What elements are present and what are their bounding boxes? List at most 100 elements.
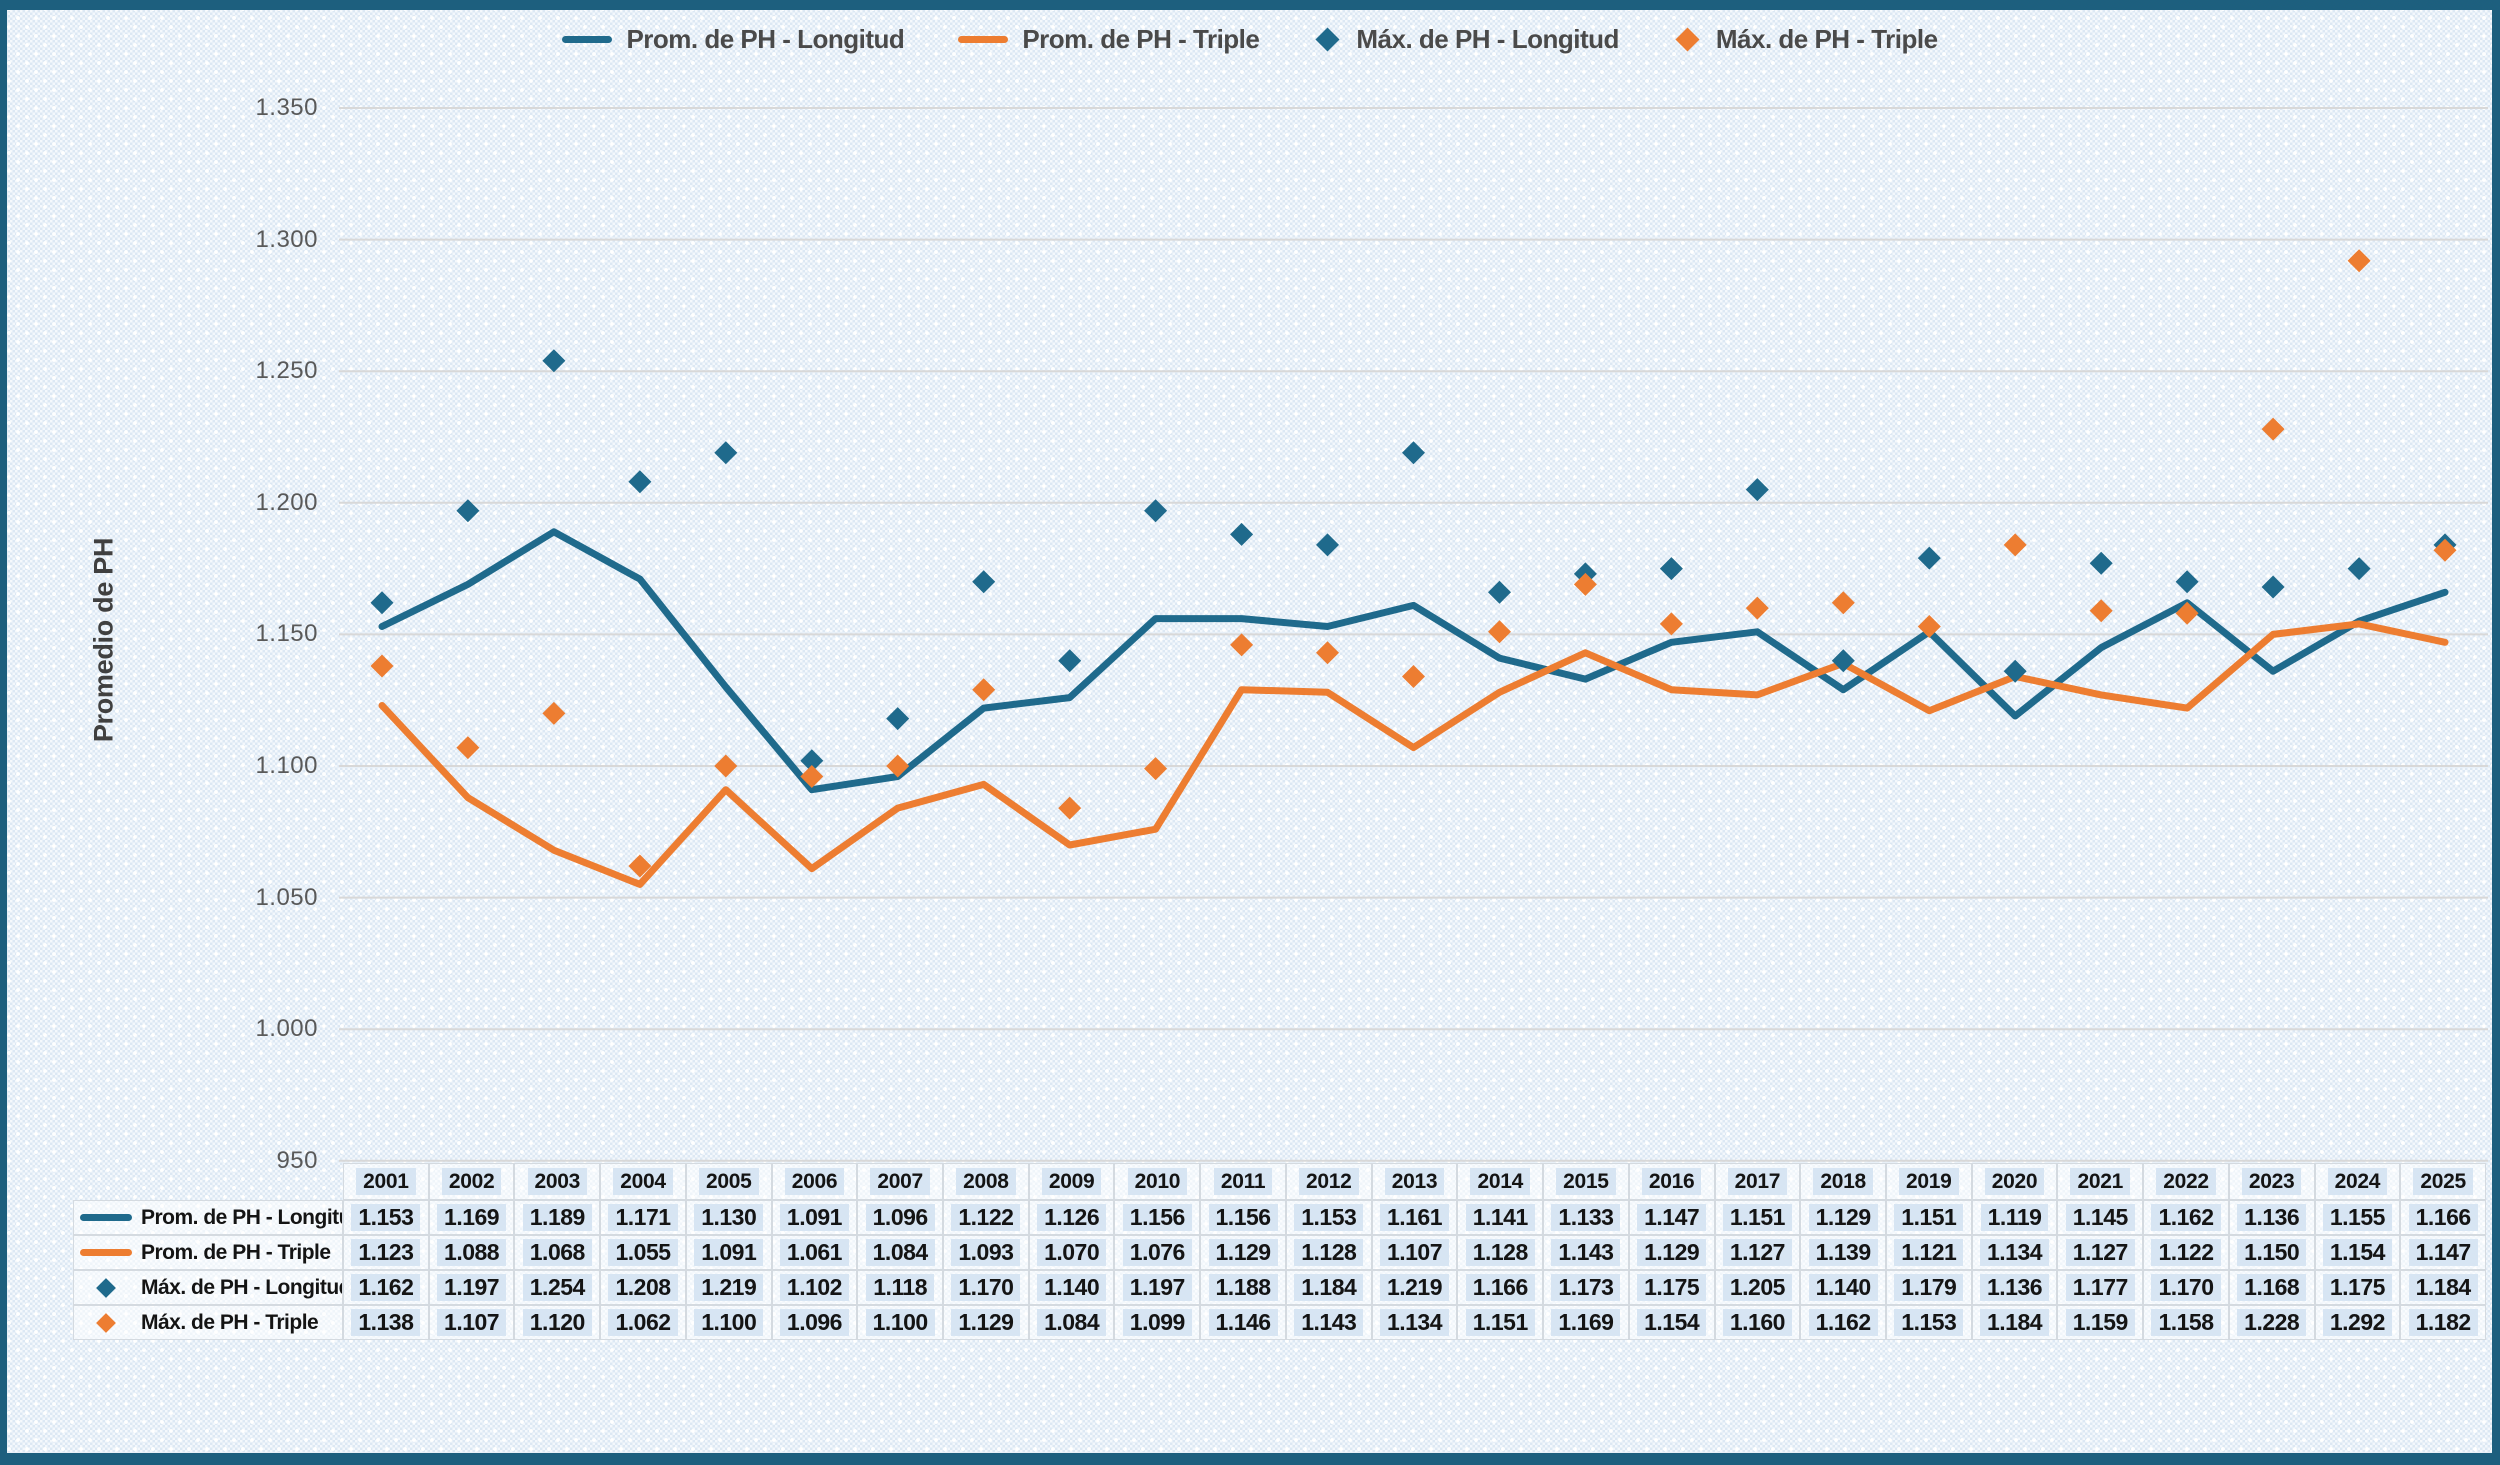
legend-item-max-triple[interactable]: Máx. de PH - Triple xyxy=(1673,24,1938,55)
table-cell[interactable]: 1.122 xyxy=(943,1200,1029,1235)
table-cell[interactable]: 1.170 xyxy=(2143,1270,2229,1305)
table-cell[interactable]: 1.219 xyxy=(1371,1270,1458,1305)
table-cell[interactable]: 1.153 xyxy=(1285,1200,1372,1235)
legend-item-max-longitud[interactable]: Máx. de PH - Longitud xyxy=(1313,24,1619,55)
table-cell[interactable]: 1.091 xyxy=(685,1235,772,1270)
table-cell[interactable]: 1.129 xyxy=(1800,1200,1886,1235)
table-cell[interactable]: 1.136 xyxy=(1971,1270,2058,1305)
table-cell[interactable]: 1.091 xyxy=(771,1200,858,1235)
table-cell[interactable]: 1.161 xyxy=(1371,1200,1458,1235)
table-cell[interactable]: 1.068 xyxy=(514,1235,601,1270)
table-cell[interactable]: 1.143 xyxy=(1543,1235,1629,1270)
table-cell[interactable]: 1.145 xyxy=(2057,1200,2144,1235)
year-header-cell[interactable]: 2012 xyxy=(1285,1163,1372,1200)
table-cell[interactable]: 1.130 xyxy=(685,1200,772,1235)
year-header-cell[interactable]: 2013 xyxy=(1371,1163,1458,1200)
table-cell[interactable]: 1.162 xyxy=(2143,1200,2229,1235)
table-cell[interactable]: 1.143 xyxy=(1285,1305,1372,1340)
table-cell[interactable]: 1.128 xyxy=(1457,1235,1544,1270)
table-cell[interactable]: 1.121 xyxy=(1885,1235,1972,1270)
table-cell[interactable]: 1.076 xyxy=(1114,1235,1201,1270)
year-header-cell[interactable]: 2006 xyxy=(771,1163,858,1200)
table-cell[interactable]: 1.093 xyxy=(943,1235,1029,1270)
table-cell[interactable]: 1.156 xyxy=(1114,1200,1201,1235)
year-header-cell[interactable]: 2004 xyxy=(600,1163,686,1200)
year-header-cell[interactable]: 2025 xyxy=(2400,1163,2486,1200)
table-cell[interactable]: 1.182 xyxy=(2400,1305,2486,1340)
year-header-cell[interactable]: 2003 xyxy=(514,1163,601,1200)
table-cell[interactable]: 1.136 xyxy=(2228,1200,2315,1235)
year-header-cell[interactable]: 2010 xyxy=(1114,1163,1201,1200)
table-cell[interactable]: 1.088 xyxy=(428,1235,515,1270)
table-cell[interactable]: 1.208 xyxy=(600,1270,686,1305)
table-cell[interactable]: 1.084 xyxy=(857,1235,944,1270)
table-cell[interactable]: 1.122 xyxy=(2143,1235,2229,1270)
year-header-cell[interactable]: 2008 xyxy=(943,1163,1029,1200)
table-cell[interactable]: 1.118 xyxy=(857,1270,944,1305)
table-cell[interactable]: 1.153 xyxy=(343,1200,429,1235)
year-header-cell[interactable]: 2024 xyxy=(2314,1163,2401,1200)
table-cell[interactable]: 1.096 xyxy=(771,1305,858,1340)
table-cell[interactable]: 1.197 xyxy=(1114,1270,1201,1305)
table-cell[interactable]: 1.100 xyxy=(685,1305,772,1340)
year-header-cell[interactable]: 2021 xyxy=(2057,1163,2144,1200)
row-label-cell[interactable]: Prom. de PH - Triple xyxy=(73,1235,343,1270)
table-cell[interactable]: 1.139 xyxy=(1800,1235,1886,1270)
table-cell[interactable]: 1.119 xyxy=(1971,1200,2058,1235)
series-line[interactable] xyxy=(378,528,2449,794)
table-cell[interactable]: 1.292 xyxy=(2314,1305,2401,1340)
table-cell[interactable]: 1.084 xyxy=(1028,1305,1115,1340)
table-cell[interactable]: 1.153 xyxy=(1885,1305,1972,1340)
year-header-cell[interactable]: 2017 xyxy=(1714,1163,1801,1200)
table-cell[interactable]: 1.188 xyxy=(1200,1270,1286,1305)
table-cell[interactable]: 1.179 xyxy=(1885,1270,1972,1305)
table-cell[interactable]: 1.219 xyxy=(685,1270,772,1305)
table-cell[interactable]: 1.171 xyxy=(600,1200,686,1235)
table-cell[interactable]: 1.133 xyxy=(1543,1200,1629,1235)
table-cell[interactable]: 1.134 xyxy=(1971,1235,2058,1270)
table-cell[interactable]: 1.147 xyxy=(2400,1235,2486,1270)
table-cell[interactable]: 1.070 xyxy=(1028,1235,1115,1270)
table-cell[interactable]: 1.107 xyxy=(1371,1235,1458,1270)
table-cell[interactable]: 1.146 xyxy=(1200,1305,1286,1340)
row-label-cell[interactable]: Prom. de PH - Longitud xyxy=(73,1200,343,1235)
year-header-cell[interactable]: 2020 xyxy=(1971,1163,2058,1200)
year-header-cell[interactable]: 2016 xyxy=(1628,1163,1715,1200)
table-cell[interactable]: 1.129 xyxy=(943,1305,1029,1340)
year-header-cell[interactable]: 2001 xyxy=(343,1163,429,1200)
table-cell[interactable]: 1.154 xyxy=(1628,1305,1715,1340)
table-cell[interactable]: 1.155 xyxy=(2314,1200,2401,1235)
table-cell[interactable]: 1.169 xyxy=(1543,1305,1629,1340)
table-cell[interactable]: 1.055 xyxy=(600,1235,686,1270)
legend-item-prom-longitud[interactable]: Prom. de PH - Longitud xyxy=(562,24,905,55)
table-cell[interactable]: 1.173 xyxy=(1543,1270,1629,1305)
table-cell[interactable]: 1.127 xyxy=(1714,1235,1801,1270)
series-markers[interactable] xyxy=(370,349,2457,773)
table-cell[interactable]: 1.129 xyxy=(1628,1235,1715,1270)
table-cell[interactable]: 1.138 xyxy=(343,1305,429,1340)
row-label-cell[interactable]: Máx. de PH - Longitud xyxy=(73,1270,343,1305)
table-cell[interactable]: 1.169 xyxy=(428,1200,515,1235)
table-cell[interactable]: 1.189 xyxy=(514,1200,601,1235)
table-cell[interactable]: 1.140 xyxy=(1028,1270,1115,1305)
table-cell[interactable]: 1.151 xyxy=(1457,1305,1544,1340)
table-cell[interactable]: 1.150 xyxy=(2228,1235,2315,1270)
table-cell[interactable]: 1.151 xyxy=(1714,1200,1801,1235)
table-cell[interactable]: 1.141 xyxy=(1457,1200,1544,1235)
table-cell[interactable]: 1.177 xyxy=(2057,1270,2144,1305)
table-cell[interactable]: 1.160 xyxy=(1714,1305,1801,1340)
table-cell[interactable]: 1.126 xyxy=(1028,1200,1115,1235)
year-header-cell[interactable]: 2005 xyxy=(685,1163,772,1200)
table-cell[interactable]: 1.107 xyxy=(428,1305,515,1340)
table-cell[interactable]: 1.228 xyxy=(2228,1305,2315,1340)
table-cell[interactable]: 1.170 xyxy=(943,1270,1029,1305)
table-cell[interactable]: 1.128 xyxy=(1285,1235,1372,1270)
table-cell[interactable]: 1.100 xyxy=(857,1305,944,1340)
table-cell[interactable]: 1.127 xyxy=(2057,1235,2144,1270)
legend-item-prom-triple[interactable]: Prom. de PH - Triple xyxy=(958,24,1260,55)
series-markers[interactable] xyxy=(370,249,2457,878)
table-cell[interactable]: 1.159 xyxy=(2057,1305,2144,1340)
year-header-cell[interactable]: 2011 xyxy=(1200,1163,1286,1200)
table-cell[interactable]: 1.129 xyxy=(1200,1235,1286,1270)
